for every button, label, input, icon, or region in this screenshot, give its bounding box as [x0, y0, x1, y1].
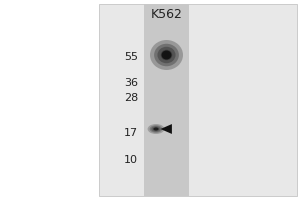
Ellipse shape: [154, 128, 158, 130]
Text: 17: 17: [124, 128, 138, 138]
Ellipse shape: [150, 40, 183, 70]
Text: 36: 36: [124, 78, 138, 88]
Ellipse shape: [158, 47, 175, 63]
Bar: [99, 4, 297, 196]
Ellipse shape: [150, 125, 162, 133]
Text: K562: K562: [151, 7, 182, 21]
Ellipse shape: [161, 50, 172, 60]
Ellipse shape: [148, 124, 164, 134]
Polygon shape: [160, 124, 172, 134]
Ellipse shape: [154, 44, 179, 66]
Ellipse shape: [152, 126, 160, 132]
Ellipse shape: [162, 50, 172, 60]
Ellipse shape: [154, 128, 158, 130]
Ellipse shape: [164, 52, 169, 58]
Text: 55: 55: [124, 52, 138, 62]
Text: 28: 28: [124, 93, 138, 103]
Bar: [144, 4, 189, 196]
Ellipse shape: [153, 127, 159, 131]
Text: 10: 10: [124, 155, 138, 165]
